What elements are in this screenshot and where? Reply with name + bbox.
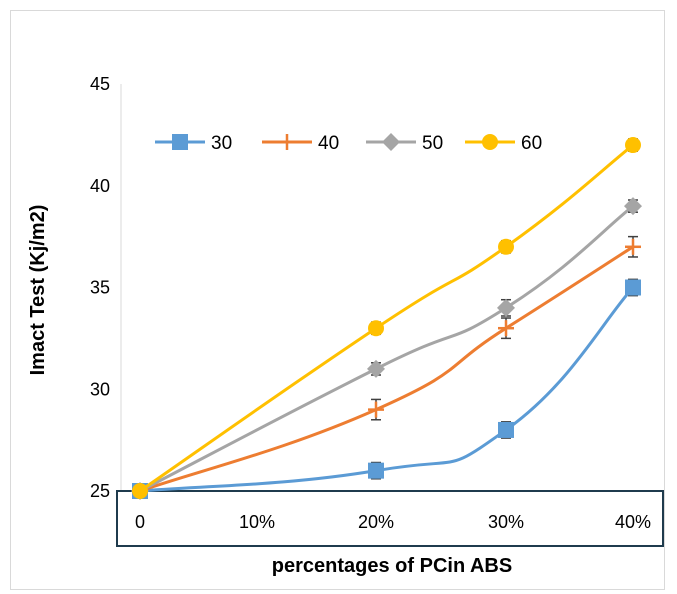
- marker-circle: [132, 483, 148, 499]
- y-tick-label: 35: [90, 278, 110, 298]
- x-tick-label: 10%: [239, 512, 275, 532]
- series-line: [138, 245, 635, 493]
- marker-circle: [368, 320, 384, 337]
- y-tick-label: 45: [90, 74, 110, 94]
- x-axis-label-box: [116, 490, 664, 547]
- marker-diamond: [382, 133, 400, 151]
- series-line: [138, 204, 635, 493]
- marker-diamond: [624, 197, 642, 216]
- marker-square: [172, 134, 188, 150]
- series-line: [138, 143, 635, 493]
- legend-item-50: 50: [366, 133, 443, 154]
- x-axis-title: percentages of PCin ABS: [272, 555, 512, 577]
- marker-diamond: [497, 298, 515, 317]
- legend-label: 40: [318, 133, 339, 154]
- series-line: [138, 286, 635, 493]
- y-tick-label: 40: [90, 176, 110, 196]
- legend-label: 60: [521, 133, 542, 154]
- x-tick-label: 0: [135, 512, 145, 532]
- legend-item-30: 30: [155, 133, 232, 154]
- legend-label: 30: [211, 133, 232, 154]
- legend-item-60: 60: [465, 133, 542, 154]
- chart-frame: [10, 10, 665, 590]
- axes: 25 30 35 40 45 0 10% 20% 30% 40%: [90, 74, 664, 547]
- marker-circle: [482, 134, 498, 150]
- legend: 30 40 50 60: [155, 133, 542, 154]
- series-50: [131, 197, 642, 500]
- y-tick-label: 25: [90, 481, 110, 501]
- marker-circle: [625, 137, 641, 154]
- x-tick-label: 20%: [358, 512, 394, 532]
- series-30: [132, 278, 641, 499]
- series-40: [132, 235, 641, 499]
- y-tick-label: 30: [90, 379, 110, 399]
- series-60: [132, 137, 641, 499]
- series-lines: [131, 137, 642, 500]
- legend-label: 50: [422, 133, 443, 154]
- x-tick-label: 40%: [615, 512, 651, 532]
- marker-square: [368, 462, 384, 479]
- x-tick-label: 30%: [488, 512, 524, 532]
- marker-square: [498, 421, 514, 438]
- marker-circle: [498, 238, 514, 255]
- y-axis-title: Imact Test (Kj/m2): [27, 205, 49, 376]
- marker-diamond: [367, 359, 385, 378]
- marker-square: [625, 279, 641, 296]
- legend-item-40: 40: [262, 133, 339, 154]
